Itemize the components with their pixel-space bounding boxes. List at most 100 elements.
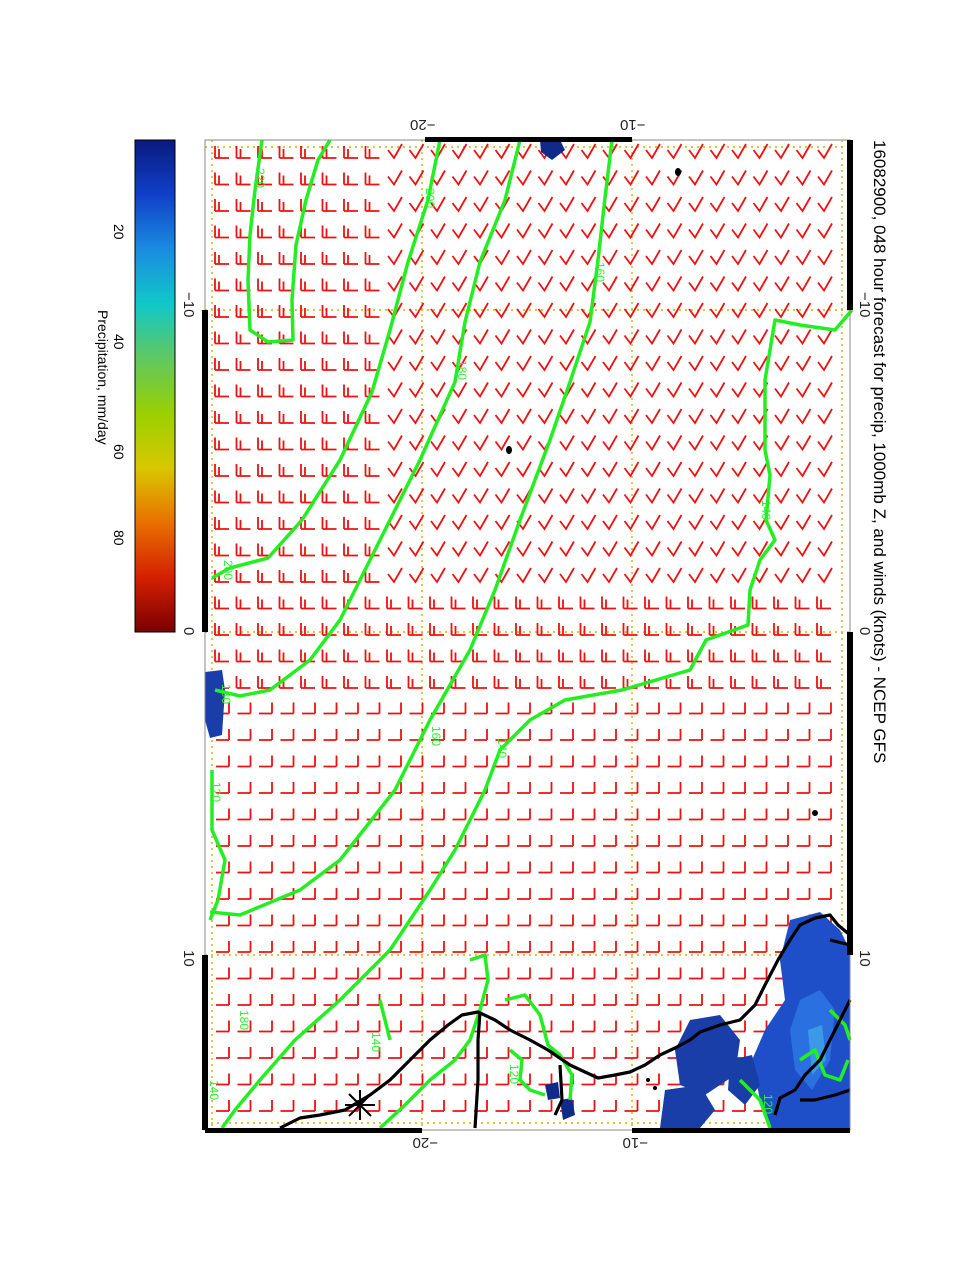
island — [506, 446, 512, 454]
wind-barb — [538, 1100, 553, 1112]
wind-barb — [624, 1020, 639, 1033]
wind-barb — [667, 941, 682, 953]
wind-barb — [278, 411, 294, 424]
wind-barb — [302, 994, 316, 1006]
wind-barb — [817, 276, 833, 293]
wind-barb — [666, 541, 683, 558]
contour-label: 200 — [221, 560, 235, 580]
map-title: 16082900, 048 hour forecast for precip, … — [870, 140, 889, 763]
wind-barb — [646, 967, 660, 980]
wind-barb — [709, 382, 726, 399]
wind-barb — [257, 252, 272, 265]
wind-barb — [407, 649, 423, 663]
wind-barb — [644, 649, 659, 663]
wind-barb — [516, 355, 532, 372]
wind-barb — [515, 596, 530, 610]
wind-barb — [602, 382, 618, 399]
wind-barb — [214, 649, 229, 663]
wind-barb — [451, 541, 468, 558]
left-axis-label: −10 — [620, 116, 645, 133]
wind-barb — [259, 1020, 273, 1033]
wind-barb — [559, 276, 575, 293]
wind-barb — [731, 567, 747, 584]
wind-barb — [214, 199, 229, 212]
wind-barb — [645, 223, 661, 240]
wind-barb — [430, 223, 446, 240]
wind-barb — [689, 888, 703, 900]
wind-barb — [451, 302, 468, 319]
wind-barb — [623, 143, 640, 160]
wind-barb — [364, 411, 380, 424]
wind-barb — [667, 861, 682, 874]
wind-barb — [645, 541, 661, 558]
wind-barb — [257, 517, 272, 530]
wind-barb — [710, 729, 725, 741]
wind-barb — [581, 1100, 596, 1112]
contour-160-a — [209, 139, 614, 917]
wind-barb — [623, 435, 640, 452]
wind-barb — [538, 941, 553, 953]
wind-barb — [602, 514, 618, 531]
wind-barb — [409, 994, 424, 1006]
wind-barb — [408, 488, 425, 505]
wind-barb — [646, 994, 660, 1006]
wind-barb — [257, 305, 272, 318]
wind-barb — [431, 1047, 445, 1059]
wind-barb — [731, 435, 747, 452]
contour-140 — [220, 308, 854, 1130]
wind-barb — [708, 596, 724, 610]
wind-barb — [408, 408, 425, 425]
wind-barb — [216, 967, 230, 980]
wind-barb — [816, 623, 831, 636]
west-africa-coast — [279, 913, 852, 1130]
wind-barb — [278, 517, 294, 530]
wind-barb — [688, 488, 704, 505]
wind-barb — [645, 170, 661, 187]
wind-barb — [603, 702, 617, 715]
wind-barb — [280, 1100, 295, 1112]
wind-barb — [515, 676, 530, 689]
wind-barb — [580, 276, 597, 293]
top-axis-label: 0 — [180, 627, 197, 635]
wind-barb — [601, 649, 616, 663]
wind-barb — [537, 567, 554, 584]
wind-barb — [451, 461, 468, 478]
wind-barb — [345, 888, 359, 900]
wind-barb — [259, 782, 273, 794]
wind-barb — [580, 461, 597, 478]
wind-barb — [216, 1073, 230, 1086]
wind-barb — [560, 782, 574, 794]
wind-barb — [794, 649, 810, 663]
wind-barb — [796, 808, 811, 821]
wind-barb — [775, 914, 789, 927]
wind-barb — [817, 329, 833, 346]
wind-barb — [775, 835, 789, 847]
wind-barb — [214, 543, 229, 557]
wind-barb — [408, 355, 425, 372]
wind-barb — [795, 541, 812, 558]
wind-barb — [796, 782, 811, 794]
wind-barb — [667, 782, 682, 794]
wind-barb — [300, 146, 315, 159]
wind-barb — [494, 435, 511, 452]
wind-barb — [278, 384, 294, 398]
wind-barb — [343, 252, 358, 265]
wind-barb — [451, 567, 468, 584]
wind-barb — [818, 729, 832, 741]
wind-barb — [495, 1100, 510, 1112]
wind-barb — [237, 808, 252, 821]
wind-barb — [731, 276, 747, 293]
wind-barb — [409, 755, 424, 768]
wind-barb — [580, 567, 597, 584]
wind-barb — [494, 276, 511, 293]
wind-barb — [408, 382, 425, 399]
wind-barb — [710, 914, 725, 927]
wind-barb — [237, 782, 252, 794]
wind-barb — [752, 329, 769, 346]
wind-barb — [667, 755, 682, 768]
wind-barb — [302, 914, 316, 927]
wind-barb — [235, 358, 251, 371]
wind-barb — [388, 861, 402, 874]
wind-barb — [774, 143, 790, 160]
wind-barb — [687, 623, 702, 636]
